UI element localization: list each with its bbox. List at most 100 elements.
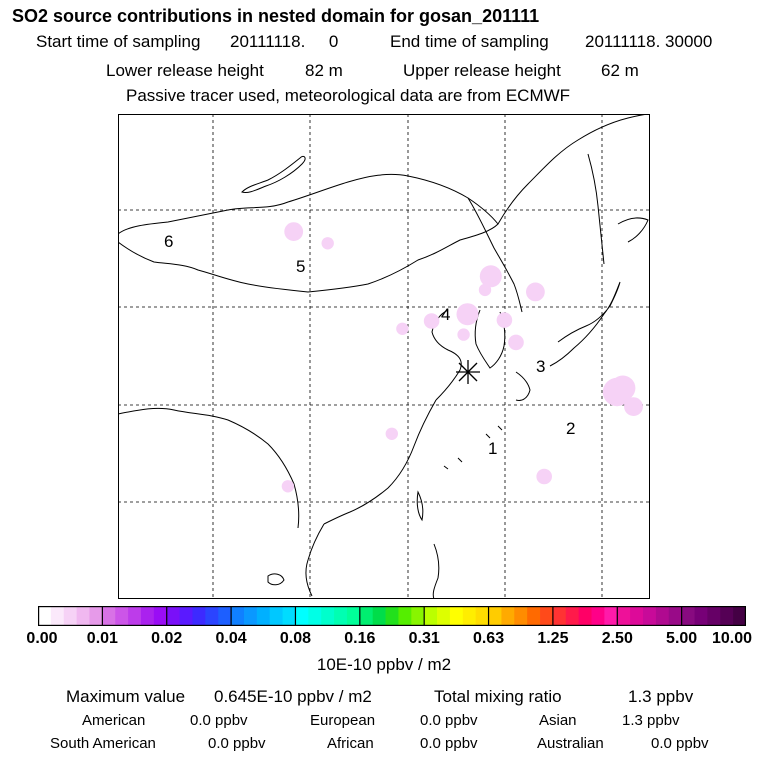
concentration-blob <box>423 313 440 329</box>
lake-baikal <box>241 155 306 193</box>
region-label-4: 4 <box>441 305 450 324</box>
colorbar-tick-label: 0.08 <box>279 630 312 647</box>
concentration-blob <box>479 265 502 288</box>
colorbar-tick-label: 2.50 <box>601 630 633 647</box>
region-label-2: 2 <box>566 419 575 438</box>
region-label-5: 5 <box>296 257 305 276</box>
concentration-field <box>281 222 643 493</box>
colorbar-tick-label: 5.00 <box>666 630 698 647</box>
colorbar-swatch <box>346 606 361 626</box>
colorbar-tick-label: 0.04 <box>215 630 247 647</box>
colorbar-swatch <box>643 606 657 626</box>
receptor-marker <box>456 360 480 384</box>
concentration-blob <box>496 312 513 328</box>
colorbar-swatch <box>243 606 258 626</box>
colorbar-swatch <box>514 606 528 626</box>
colorbar-swatch <box>617 606 631 626</box>
colorbar-swatch <box>694 606 708 626</box>
colorbar-swatch <box>372 606 386 626</box>
hainan <box>267 573 285 586</box>
colorbar-swatch <box>411 606 425 626</box>
japan-kyushu <box>515 371 531 401</box>
colorbar-swatch <box>334 606 348 626</box>
concentration-blob <box>281 480 295 493</box>
colorbar-tick-label: 0.02 <box>151 630 183 647</box>
colorbar-swatch <box>720 606 734 626</box>
colorbar-swatch <box>308 606 322 626</box>
australian-label: Australian <box>537 735 604 752</box>
asian-label: Asian <box>539 712 577 729</box>
colorbar-swatch <box>205 606 219 626</box>
colorbar-swatch <box>89 606 103 626</box>
colorbar-swatch <box>50 606 65 626</box>
start-time-label: Start time of sampling <box>36 32 201 51</box>
colorbar-swatch <box>733 606 746 626</box>
region-labels: 1 2 3 4 5 6 <box>164 232 575 458</box>
upper-release-value: 62 m <box>601 61 639 80</box>
concentration-blob <box>457 328 470 341</box>
colorbar-swatch <box>668 606 683 626</box>
ryukyu-islands <box>443 425 503 470</box>
colorbar-swatch <box>604 606 618 626</box>
colorbar-swatch <box>218 606 232 626</box>
mongolia-border <box>118 173 499 293</box>
manchuria-outline <box>497 114 650 225</box>
american-label: American <box>82 712 146 729</box>
tracer-note: Passive tracer used, meteorological data… <box>126 86 571 105</box>
sakhalin <box>587 153 605 265</box>
concentration-blob <box>526 282 545 302</box>
colorbar-swatch <box>540 606 554 626</box>
colorbar-tick-label: 0.01 <box>86 630 118 647</box>
total-mixing-value: 1.3 ppbv <box>628 687 694 706</box>
concentration-blob <box>396 322 409 335</box>
colorbar-swatch <box>140 606 155 626</box>
colorbar-swatch <box>269 606 283 626</box>
colorbar-swatch <box>501 606 515 626</box>
colorbar-swatch <box>231 606 245 626</box>
concentration-blob <box>478 283 492 297</box>
china-east-coast <box>323 399 437 525</box>
colorbar-swatch <box>681 606 695 626</box>
colorbar-swatch <box>76 606 90 626</box>
colorbar-tick-label: 0.31 <box>408 630 440 647</box>
asian-value: 1.3 ppbv <box>622 712 680 729</box>
concentration-blob <box>321 237 334 250</box>
colorbar-swatch <box>192 606 206 626</box>
colorbar-swatch <box>115 606 129 626</box>
philippines <box>432 543 440 599</box>
colorbar-swatch <box>166 606 180 626</box>
concentration-blob <box>624 397 643 416</box>
lower-release-label: Lower release height <box>106 61 264 80</box>
colorbar-frame <box>38 606 746 626</box>
colorbar-swatch <box>359 606 374 626</box>
colorbar-swatch <box>128 606 142 626</box>
japan-hokkaido <box>617 217 649 243</box>
map-panel: 1 2 3 4 5 6 <box>118 114 650 599</box>
south-coast <box>305 523 325 597</box>
region-label-6: 6 <box>164 232 173 251</box>
colorbar-swatch <box>578 606 592 626</box>
concentration-blob <box>385 427 398 440</box>
south-american-value: 0.0 ppbv <box>208 735 266 752</box>
colorbar-swatch <box>591 606 605 626</box>
start-time-value: 20111118. 0 <box>230 32 339 51</box>
max-value: 0.645E-10 ppbv / m2 <box>214 687 372 706</box>
concentration-blob <box>456 303 479 326</box>
colorbar-swatch <box>462 606 477 626</box>
african-label: African <box>327 735 374 752</box>
colorbar-swatch <box>256 606 271 626</box>
colorbar-swatch <box>655 606 670 626</box>
colorbar-swatch <box>398 606 412 626</box>
region-label-1: 1 <box>488 439 497 458</box>
colorbar-tick-label: 10.00 <box>711 630 753 647</box>
taiwan <box>416 490 424 522</box>
american-value: 0.0 ppbv <box>190 712 248 729</box>
colorbar-swatch <box>565 606 580 626</box>
total-mixing-label: Total mixing ratio <box>434 687 562 706</box>
colorbar-tick-label: 1.25 <box>537 630 569 647</box>
colorbar-units: 10E-10 ppbv / m2 <box>316 655 452 674</box>
colorbar-swatch <box>321 606 335 626</box>
japan-honshu <box>549 281 621 367</box>
colorbar-swatch <box>179 606 193 626</box>
concentration-blob <box>536 468 552 485</box>
